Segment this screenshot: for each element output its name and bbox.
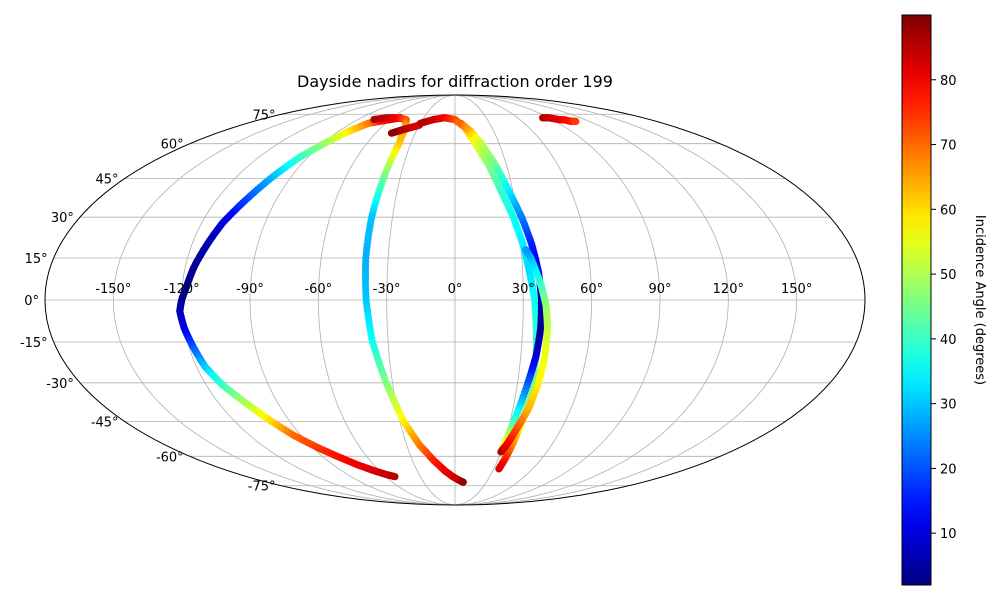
colorbar-tick-label: 20 <box>940 462 957 477</box>
longitude-tick-label: -120° <box>164 282 200 297</box>
meridian-gridline <box>112 94 456 506</box>
longitude-tick-label: 90° <box>648 282 671 297</box>
longitude-labels: -150° -120° -90° -60° -30° 0° 30° 60° 90° 120° 150… <box>95 282 812 297</box>
longitude-tick-label: 120° <box>713 282 744 297</box>
colorbar-tick-label: 80 <box>940 74 957 89</box>
longitude-tick-label: -30° <box>373 282 401 297</box>
nadir-point <box>391 473 399 481</box>
nadir-point <box>522 246 530 254</box>
longitude-tick-label: 0° <box>448 282 463 297</box>
colorbar-tick-label: 70 <box>940 139 957 154</box>
map-outline <box>44 94 866 506</box>
meridian-gridline <box>454 94 524 506</box>
latitude-tick-label: -60° <box>156 450 184 465</box>
latitude-tick-label: 0° <box>24 294 39 309</box>
meridian-gridline <box>454 94 661 506</box>
nadir-point <box>459 478 467 486</box>
colorbar-tick-label: 40 <box>940 333 957 348</box>
chart-title: Dayside nadirs for diffraction order 199 <box>297 72 613 91</box>
longitude-tick-label: 150° <box>781 282 812 297</box>
meridian-gridline <box>386 94 456 506</box>
latitude-tick-label: 75° <box>252 108 275 123</box>
nadir-point <box>572 117 580 125</box>
longitude-tick-label: -90° <box>236 282 264 297</box>
longitude-tick-label: 30° <box>512 282 535 297</box>
latitude-tick-label: -30° <box>46 377 74 392</box>
meridian-gridline <box>317 94 456 506</box>
latitude-tick-label: -75° <box>248 480 276 495</box>
colorbar-tick-label: 30 <box>940 398 957 413</box>
latitude-tick-label: -15° <box>20 336 48 351</box>
colorbar-gradient <box>901 14 932 586</box>
latitude-labels: -75° -60° -45° -30° -15° 0° 15° 30° 45° 60° 75° <box>20 108 276 494</box>
meridian-gridline <box>454 94 593 506</box>
latitude-tick-label: 45° <box>96 173 119 188</box>
map-points <box>176 114 580 486</box>
colorbar: 10 20 30 40 50 60 70 80 Incidence Angle (degrees… <box>901 14 987 586</box>
latitude-tick-label: 15° <box>25 252 48 267</box>
colorbar-tick-label: 60 <box>940 203 957 218</box>
latitude-tick-label: -45° <box>91 415 119 430</box>
latitude-tick-label: 30° <box>51 211 74 226</box>
longitude-tick-label: -60° <box>304 282 332 297</box>
colorbar-tick-label: 10 <box>940 527 957 542</box>
longitude-tick-label: 60° <box>580 282 603 297</box>
map-grid <box>45 94 865 506</box>
colorbar-label: Incidence Angle (degrees) <box>972 215 987 385</box>
colorbar-tick-label: 50 <box>940 268 957 283</box>
meridian-gridline <box>454 94 729 506</box>
meridian-gridline <box>454 94 798 506</box>
latitude-tick-label: 60° <box>161 138 184 153</box>
nadir-point <box>495 465 503 473</box>
longitude-tick-label: -150° <box>95 282 131 297</box>
